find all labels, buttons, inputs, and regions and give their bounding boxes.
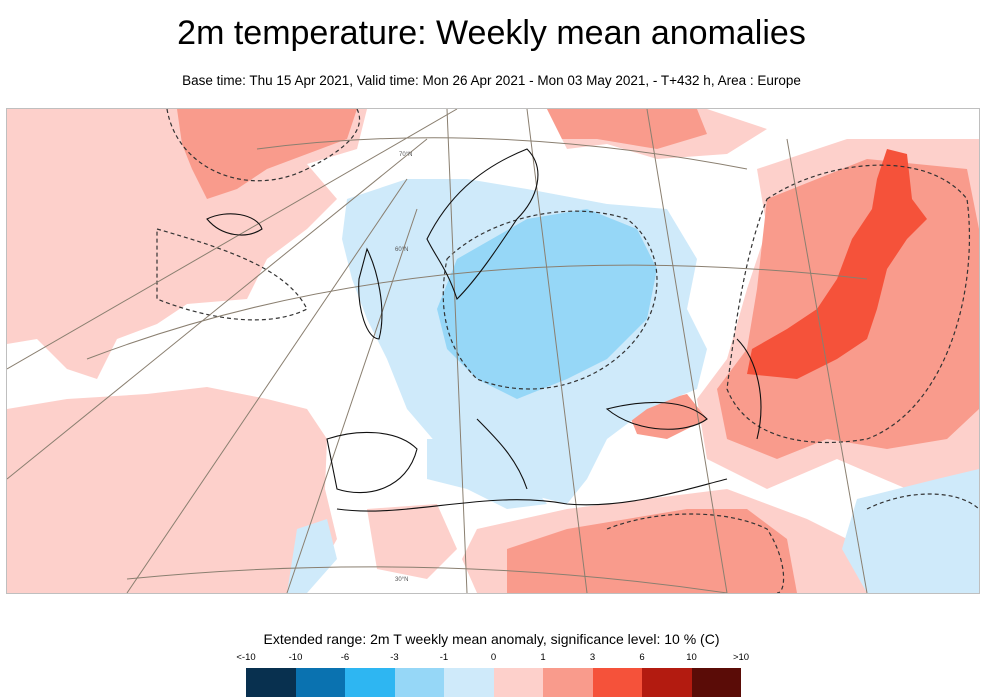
coast-blacksea [605,401,708,430]
warm-anomaly-6-10 [747,149,927,379]
coast-iberia [326,431,418,494]
lat-label-30n: 30°N [395,577,408,583]
legend-swatch [345,668,395,697]
region-mideast-cool [842,469,979,593]
anomaly-map: 70°N 60°N 30°N [6,108,980,594]
legend-tick: 1 [540,652,546,663]
legend-tick: 0 [490,652,497,663]
lat-label-70n: 70°N [399,152,412,158]
legend-ticks: <-10 -10 -6 -3 -1 0 1 3 6 10 >10 [236,652,749,664]
graticule-70n [256,137,748,170]
legend-swatch [642,668,692,697]
lat-label-60n: 60°N [395,247,408,253]
coastlines [206,148,762,512]
coast-iceland [206,213,263,236]
coast-uk [358,247,383,340]
legend-tick: -6 [340,652,350,663]
meridian-1 [7,109,458,370]
coast-scandinavia [426,148,539,301]
legend-swatch [592,668,642,697]
coast-italy [476,418,528,490]
legend-swatch [691,668,741,697]
legend-swatch [493,668,543,697]
legend-tick: >10 [732,652,750,663]
graticule-60n [86,264,868,360]
contour-mideast [866,493,979,510]
region-mor-warm [367,504,457,579]
legend-colorbar [246,668,741,697]
region-greenland-warm [7,109,367,379]
meridian-2 [7,138,428,480]
contour-russia [726,164,970,444]
region-sea-cool [427,439,547,509]
graticule [7,109,868,593]
anomaly-map-svg: 70°N 60°N 30°N [7,109,979,593]
legend-tick: 3 [589,652,596,663]
legend-swatch [394,668,444,697]
legend-title: Extended range: 2m T weekly mean anomaly… [263,631,720,647]
region-atlantic-warm [7,387,337,593]
region-atlantic-cool [287,519,337,593]
contour-greenland [166,109,361,182]
coast-africa [336,478,728,512]
meridian-8 [786,138,868,593]
legend-tick: -1 [439,652,449,663]
contour-atlantic [156,228,308,321]
legend-swatch [543,668,593,697]
meridian-4 [286,208,418,593]
coast-caspian [736,338,762,440]
significance-contours [156,109,979,593]
legend-tick: 10 [686,652,697,663]
legend-swatch [295,668,345,697]
legend-tick: <-10 [236,652,256,663]
graticule-30n [126,566,728,593]
meridian-3 [126,178,408,593]
meridian-5 [446,109,468,593]
chart-title: 2m temperature: Weekly mean anomalies [177,14,806,52]
contour-africa [606,513,785,593]
legend-tick: -10 [288,652,303,663]
meridian-7 [646,109,728,593]
legend-swatch [444,668,494,697]
region-arctic-strong [547,109,707,149]
legend-swatch [246,668,296,697]
chart-subtitle: Base time: Thu 15 Apr 2021, Valid time: … [182,73,801,88]
legend-tick: 6 [639,652,645,663]
region-greenland-strong [177,109,357,199]
meridian-6 [526,109,588,593]
region-caspian-hot [747,149,927,379]
legend-tick: -3 [390,652,399,663]
